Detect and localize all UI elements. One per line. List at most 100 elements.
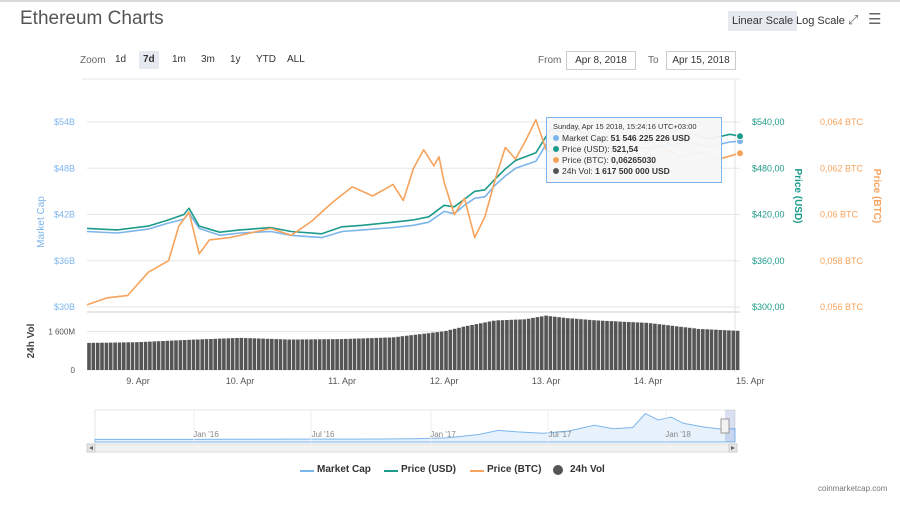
volume-bar	[196, 339, 200, 370]
volume-bar	[509, 319, 513, 370]
legend-item-price-btc[interactable]: Price (BTC)	[487, 464, 542, 475]
volume-bar	[104, 342, 109, 370]
volume-bar	[365, 338, 370, 370]
legend-line-icon[interactable]	[384, 470, 398, 472]
volume-bar	[548, 316, 553, 370]
volume-bar	[248, 338, 252, 370]
price-usd-axis-title: Price (USD)	[792, 168, 803, 223]
volume-bar	[487, 321, 492, 370]
legend-line-icon[interactable]	[300, 470, 314, 472]
credits-link[interactable]: coinmarketcap.com	[818, 484, 888, 493]
volume-bar	[257, 338, 261, 370]
price-btc-tick-label: 0,062 BTC	[820, 163, 864, 173]
volume-bar	[518, 319, 522, 370]
volume-bar	[405, 335, 409, 370]
price-btc-tick-label: 0,06 BTC	[820, 210, 859, 220]
volume-bar	[252, 338, 257, 370]
legend-item-24h-vol[interactable]: 24h Vol	[570, 464, 605, 475]
tooltip-row: Price (BTC): 0,06265030	[553, 155, 715, 166]
volume-bar	[622, 321, 627, 370]
market-cap-tick-label: $48B	[54, 163, 75, 173]
price-usd-tick-label: $480,00	[752, 163, 785, 173]
series-marker-price-btc	[736, 149, 744, 158]
navigator-tick-label: Jul '17	[549, 430, 572, 439]
log-scale-button[interactable]: Log Scale	[796, 15, 845, 27]
volume-bar	[465, 325, 470, 370]
navigator-tick-label: Jan '17	[430, 430, 456, 439]
legend-line-icon[interactable]	[470, 470, 484, 472]
volume-bar	[122, 342, 126, 370]
x-tick-label: 11. Apr	[328, 376, 356, 386]
page-title: Ethereum Charts	[20, 8, 164, 29]
linear-scale-button[interactable]: Linear Scale	[728, 11, 798, 31]
zoom-button-ytd[interactable]: YTD	[256, 54, 276, 65]
volume-bar	[627, 322, 631, 370]
navigator-selection[interactable]	[725, 410, 735, 442]
volume-bar	[317, 339, 322, 370]
volume-bar	[383, 337, 387, 370]
volume-bar	[204, 339, 209, 370]
volume-bar	[283, 339, 287, 370]
to-date-input[interactable]: Apr 15, 2018	[666, 51, 736, 70]
volume-bar	[500, 320, 505, 370]
volume-bar	[391, 337, 396, 370]
volume-axis-title: 24h Vol	[26, 323, 37, 358]
volume-bar	[213, 338, 217, 370]
zoom-button-all[interactable]: ALL	[287, 54, 305, 65]
volume-bar	[326, 339, 331, 370]
tooltip-label: Market Cap:	[562, 133, 611, 143]
volume-bar	[139, 342, 143, 370]
volume-bar	[618, 321, 622, 370]
legend-item-price-usd[interactable]: Price (USD)	[401, 464, 457, 475]
zoom-button-7d[interactable]: 7d	[139, 51, 159, 69]
volume-bar	[718, 330, 722, 370]
volume-bar	[727, 330, 731, 370]
price-usd-tick-label: $300,00	[752, 302, 785, 312]
volume-bar	[679, 326, 683, 370]
volume-bar	[108, 342, 113, 370]
legend-item-market-cap[interactable]: Market Cap	[317, 464, 371, 475]
tooltip-value: 0,06265030	[611, 155, 657, 165]
zoom-button-1m[interactable]: 1m	[172, 54, 186, 65]
market-cap-tick-label: $42B	[54, 210, 75, 220]
volume-bar	[357, 338, 361, 370]
from-date-input[interactable]: Apr 8, 2018	[566, 51, 636, 70]
volume-bar	[531, 317, 535, 370]
volume-bar	[635, 322, 640, 370]
volume-bar	[735, 330, 740, 370]
volume-bar	[135, 342, 139, 370]
market-cap-tick-label: $36B	[54, 256, 75, 266]
volume-bar	[174, 340, 178, 370]
volume-bar	[452, 328, 457, 370]
tooltip-rows: Market Cap: 51 546 225 226 USD Price (USD…	[553, 133, 715, 177]
market-cap-tick-label: $30B	[54, 302, 75, 312]
navigator-series	[94, 412, 736, 443]
volume-bar	[674, 326, 679, 370]
zoom-button-1d[interactable]: 1d	[115, 54, 127, 65]
volume-bar	[374, 337, 379, 370]
legend-volume-icon[interactable]	[553, 465, 563, 475]
volume-bar	[448, 329, 453, 370]
price-btc-tick-label: 0,058 BTC	[820, 256, 864, 266]
volume-bar	[431, 332, 435, 370]
volume-bar	[370, 338, 374, 370]
volume-bar	[335, 339, 339, 370]
volume-bar	[648, 323, 653, 370]
navigator-handle-icon[interactable]	[720, 418, 730, 434]
zoom-button-1y[interactable]: 1y	[230, 54, 241, 65]
volume-bar	[596, 320, 601, 370]
volume-bar	[300, 339, 305, 370]
scroll-right-icon	[731, 446, 735, 450]
fullscreen-icon[interactable]: ⤢	[848, 12, 859, 27]
volume-bar	[230, 338, 235, 370]
volume-bar	[322, 339, 326, 370]
zoom-button-3m[interactable]: 3m	[201, 54, 215, 65]
menu-icon[interactable]: ☰	[868, 11, 882, 28]
volume-bar	[95, 342, 100, 370]
volume-bar	[348, 338, 352, 370]
chart-tooltip: Sunday, Apr 15 2018, 15:24:16 UTC+03:00 …	[546, 117, 722, 183]
volume-bar	[670, 325, 675, 370]
tooltip-row: Market Cap: 51 546 225 226 USD	[553, 133, 715, 144]
scrollbar-track[interactable]	[86, 443, 738, 453]
